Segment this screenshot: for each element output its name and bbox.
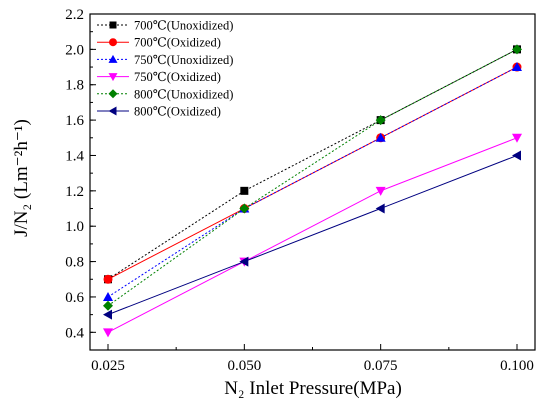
triangle-down-marker — [108, 73, 118, 82]
y-tick-label: 1.8 — [65, 78, 84, 94]
triangle-down-marker — [103, 328, 113, 338]
legend-item: 700℃(Oxidized) — [97, 36, 221, 50]
y-tick-label: 1.6 — [65, 113, 84, 129]
x-tick-label: 0.025 — [91, 358, 125, 374]
y-tick-label: 1.2 — [65, 184, 84, 200]
triangle-down-marker — [375, 186, 386, 196]
triangle-up-marker — [512, 62, 522, 72]
series-line — [107, 66, 518, 298]
x-axis-title: N₂ Inlet Pressure(MPa) — [224, 378, 402, 399]
square-marker — [109, 21, 117, 29]
diamond-marker — [375, 115, 386, 126]
y-tick-label: 1.0 — [65, 219, 84, 235]
triangle-up-marker — [108, 54, 118, 63]
legend-label: 800℃(Unoxidized) — [134, 87, 233, 101]
legend-item: 800℃(Oxidized) — [97, 105, 221, 119]
triangle-left-marker — [512, 150, 521, 161]
triangle-up-marker — [375, 132, 386, 142]
series-layer — [103, 44, 522, 338]
diamond-marker — [512, 44, 522, 55]
y-tick-label: 1.4 — [65, 148, 84, 164]
triangle-left-marker — [103, 309, 112, 320]
diamond-marker — [103, 300, 113, 311]
diamond-marker — [108, 89, 118, 99]
series-line — [107, 155, 518, 316]
y-tick-label: 0.4 — [65, 325, 84, 341]
legend-item: 750℃(Unoxidized) — [97, 53, 233, 67]
plot-area — [89, 13, 536, 351]
square-marker — [240, 186, 249, 195]
y-tick-label: 2.2 — [65, 7, 84, 23]
triangle-left-marker — [375, 203, 385, 214]
series-line — [107, 48, 518, 280]
triangle-left-marker — [108, 106, 117, 116]
x-tick-label: 0.050 — [227, 358, 261, 374]
y-tick-label: 0.6 — [65, 290, 84, 306]
legend-label: 750℃(Unoxidized) — [134, 53, 233, 67]
legend-item: 750℃(Oxidized) — [97, 70, 221, 84]
series — [103, 150, 521, 320]
legend: 700℃(Unoxidized) 700℃(Oxidized) 750℃(Unoxi… — [97, 19, 233, 119]
circle-marker — [103, 274, 113, 284]
triangle-up-marker — [103, 291, 113, 301]
legend-label: 700℃(Oxidized) — [134, 36, 221, 50]
series — [103, 44, 522, 311]
triangle-down-marker — [512, 133, 522, 143]
axes: 0.025 0.050 0.075 0.100 0.4 0.6 0.8 1.0 1.2 1.4 1.… — [65, 7, 534, 374]
y-tick-label: 0.8 — [65, 255, 84, 271]
legend-item: 800℃(Unoxidized) — [97, 87, 233, 101]
legend-label: 700℃(Unoxidized) — [134, 19, 233, 33]
diamond-marker — [239, 203, 250, 214]
legend-label: 750℃(Oxidized) — [134, 70, 221, 84]
x-tick-label: 0.100 — [500, 358, 534, 374]
plot-frame — [89, 13, 536, 351]
y-tick-label: 2.0 — [65, 42, 84, 58]
legend-label: 800℃(Oxidized) — [134, 105, 221, 119]
legend-item: 700℃(Unoxidized) — [97, 19, 233, 33]
series-line — [107, 137, 518, 333]
y-axis-title: J/N₂ (Lm⁻²h⁻¹) — [11, 119, 32, 237]
series-line — [107, 48, 518, 307]
triangle-left-marker — [239, 256, 249, 267]
x-tick-label: 0.075 — [364, 358, 398, 374]
circle-marker — [109, 38, 117, 47]
